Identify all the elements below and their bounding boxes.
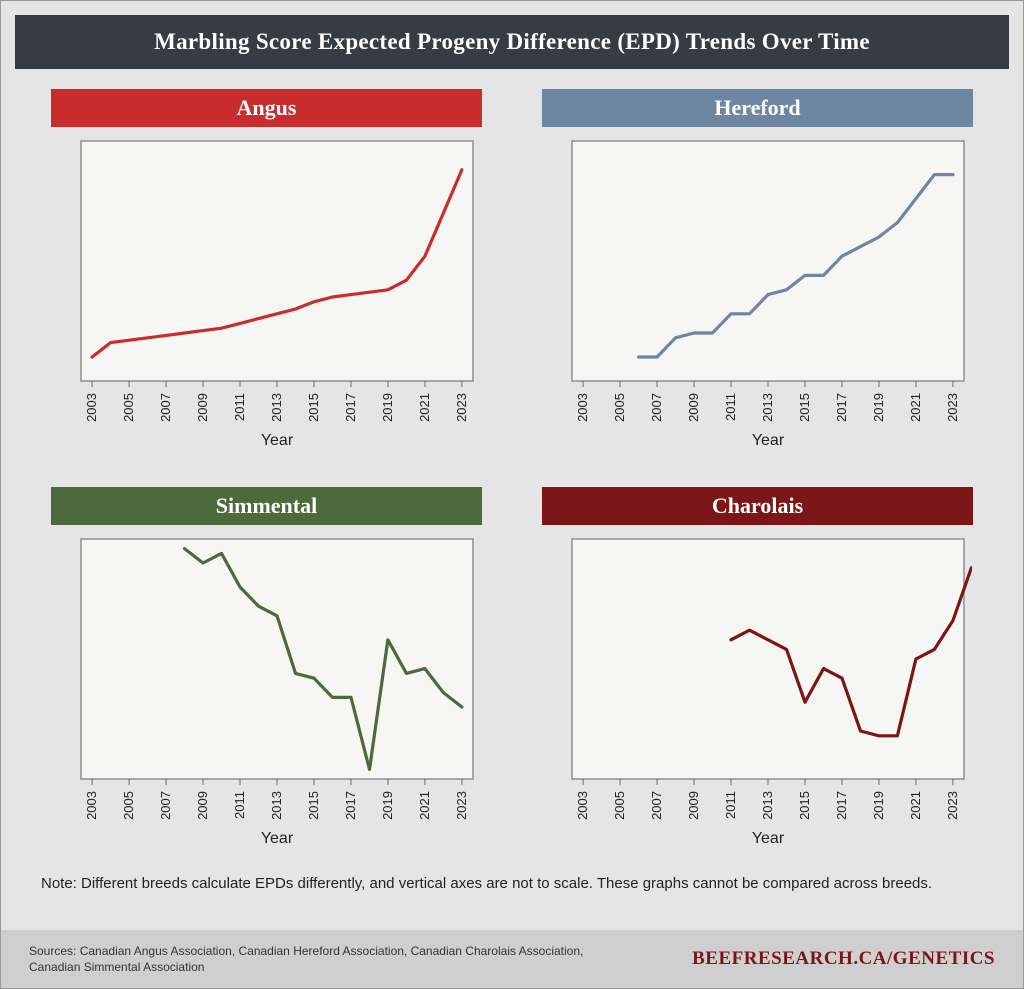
svg-text:2015: 2015: [306, 393, 321, 422]
svg-text:2007: 2007: [158, 791, 173, 820]
chart-simmental: 2003 2005 2007 2009 2011 2013 2015 2017 2019 2021…: [41, 531, 481, 861]
svg-text:2021: 2021: [908, 393, 923, 422]
svg-text:2023: 2023: [945, 791, 960, 820]
svg-text:2013: 2013: [760, 393, 775, 422]
svg-text:Year: Year: [752, 830, 785, 847]
svg-text:2007: 2007: [158, 393, 173, 422]
svg-text:2011: 2011: [232, 791, 247, 819]
svg-text:2007: 2007: [649, 791, 664, 820]
panel-title-charolais: Charolais: [542, 487, 973, 525]
svg-text:2003: 2003: [575, 791, 590, 820]
svg-text:2017: 2017: [343, 791, 358, 820]
svg-text:2005: 2005: [612, 393, 627, 422]
svg-text:2019: 2019: [380, 393, 395, 422]
sources-label: Sources:: [29, 944, 76, 958]
brand-link: BEEFRESEARCH.CA/GENETICS: [692, 948, 995, 970]
footer-bar: Sources: Canadian Angus Association, Can…: [1, 930, 1023, 988]
panel-charolais: Charolais 2003 2005 2007 2009 2011 2013 2015 201…: [532, 487, 983, 861]
svg-text:2005: 2005: [121, 393, 136, 422]
svg-text:2019: 2019: [380, 791, 395, 820]
svg-text:2015: 2015: [306, 791, 321, 820]
svg-text:2003: 2003: [84, 791, 99, 820]
page-title: Marbling Score Expected Progeny Differen…: [15, 15, 1009, 69]
svg-text:2017: 2017: [343, 393, 358, 422]
svg-text:2019: 2019: [871, 393, 886, 422]
svg-text:2021: 2021: [417, 791, 432, 820]
svg-text:Year: Year: [752, 432, 785, 449]
sources-text: Sources: Canadian Angus Association, Can…: [29, 943, 589, 975]
svg-text:2003: 2003: [575, 393, 590, 422]
svg-text:Year: Year: [261, 830, 294, 847]
svg-text:Year: Year: [261, 432, 294, 449]
panel-angus: Angus 2003 2005 2007 2009 2011 2013 2015 2017 201…: [41, 89, 492, 463]
panel-hereford: Hereford 2003 2005 2007 2009 2011 2013 2015 2017…: [532, 89, 983, 463]
svg-text:2017: 2017: [834, 393, 849, 422]
footnote: Note: Different breeds calculate EPDs di…: [1, 871, 1023, 904]
svg-text:2015: 2015: [797, 393, 812, 422]
svg-text:2021: 2021: [908, 791, 923, 820]
panel-simmental: Simmental 2003 2005 2007 2009 2011 2013 2015 201…: [41, 487, 492, 861]
svg-text:2011: 2011: [232, 393, 247, 421]
chart-hereford: 2003 2005 2007 2009 2011 2013 2015 2017 2019 2021…: [532, 133, 972, 463]
svg-text:2007: 2007: [649, 393, 664, 422]
svg-text:2011: 2011: [723, 393, 738, 421]
svg-text:2003: 2003: [84, 393, 99, 422]
svg-text:2011: 2011: [723, 791, 738, 819]
svg-text:2013: 2013: [760, 791, 775, 820]
svg-text:2023: 2023: [454, 791, 469, 820]
svg-text:2021: 2021: [417, 393, 432, 422]
svg-text:2009: 2009: [686, 791, 701, 820]
panel-title-hereford: Hereford: [542, 89, 973, 127]
svg-text:2009: 2009: [195, 393, 210, 422]
svg-text:2009: 2009: [686, 393, 701, 422]
panel-title-simmental: Simmental: [51, 487, 482, 525]
svg-text:2005: 2005: [121, 791, 136, 820]
svg-text:2013: 2013: [269, 393, 284, 422]
svg-text:2015: 2015: [797, 791, 812, 820]
chart-angus: 2003 2005 2007 2009 2011 2013 2015 2017 2019 2021…: [41, 133, 481, 463]
svg-text:2005: 2005: [612, 791, 627, 820]
sources-body: Canadian Angus Association, Canadian Her…: [29, 944, 583, 974]
svg-text:2019: 2019: [871, 791, 886, 820]
chart-charolais: 2003 2005 2007 2009 2011 2013 2015 2017 2019 2021…: [532, 531, 972, 861]
infographic-container: Marbling Score Expected Progeny Differen…: [0, 0, 1024, 989]
svg-text:2017: 2017: [834, 791, 849, 820]
svg-text:2013: 2013: [269, 791, 284, 820]
svg-text:2023: 2023: [945, 393, 960, 422]
panel-title-angus: Angus: [51, 89, 482, 127]
svg-text:2009: 2009: [195, 791, 210, 820]
chart-grid: Angus 2003 2005 2007 2009 2011 2013 2015 2017 201…: [1, 69, 1023, 871]
svg-text:2023: 2023: [454, 393, 469, 422]
